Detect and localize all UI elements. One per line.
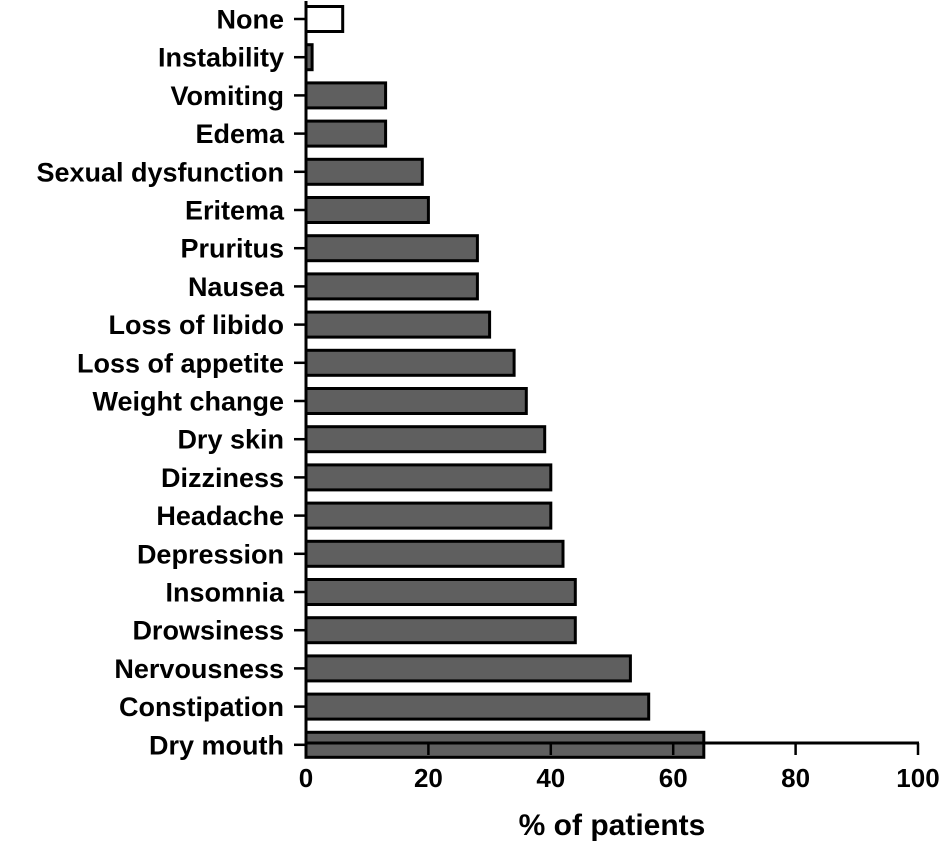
category-label-vomiting: Vomiting xyxy=(171,81,284,111)
bar-none xyxy=(304,5,345,33)
x-axis-title: % of patients xyxy=(519,809,706,842)
category-label-edema: Edema xyxy=(195,119,285,149)
x-tick-label-80: 80 xyxy=(781,763,810,793)
bar-constipation xyxy=(304,692,651,721)
bar-dry-mouth xyxy=(304,730,706,759)
category-label-nervousness: Nervousness xyxy=(114,654,284,684)
x-tick-labels: 0 20 40 60 80 100 xyxy=(299,763,940,793)
category-label-weight-change: Weight change xyxy=(92,387,284,417)
bar-sexual-dysfunction xyxy=(304,157,424,186)
category-label-loss-of-appetite: Loss of appetite xyxy=(77,348,284,378)
category-label-pruritus: Pruritus xyxy=(180,234,284,264)
axes-group xyxy=(294,1,920,755)
bar-insomnia xyxy=(304,578,577,606)
bars-group xyxy=(304,5,706,759)
bar-loss-of-appetite xyxy=(304,348,516,377)
bar-headache xyxy=(304,501,553,530)
category-label-dry-skin: Dry skin xyxy=(177,425,284,455)
category-label-instability: Instability xyxy=(158,43,284,73)
bar-depression xyxy=(304,539,565,568)
category-label-depression: Depression xyxy=(137,539,284,569)
category-label-loss-of-libido: Loss of libido xyxy=(109,310,285,340)
x-tick-label-100: 100 xyxy=(896,763,939,793)
category-label-sexual-dysfunction: Sexual dysfunction xyxy=(36,157,284,187)
category-label-insomnia: Insomnia xyxy=(165,578,285,608)
bar-vomiting xyxy=(304,81,388,110)
x-tick-label-40: 40 xyxy=(536,763,565,793)
category-label-drowsiness: Drowsiness xyxy=(132,616,284,646)
bar-nausea xyxy=(304,272,479,301)
category-label-nausea: Nausea xyxy=(188,272,285,302)
category-label-none: None xyxy=(217,5,285,35)
bar-drowsiness xyxy=(304,616,577,645)
bar-loss-of-libido xyxy=(304,310,492,339)
category-label-eritema: Eritema xyxy=(185,196,285,226)
x-tick-label-0: 0 xyxy=(299,763,313,793)
bar-edema xyxy=(304,119,388,148)
category-labels: None Instability Vomiting Edema Sexual dysfu… xyxy=(36,5,285,761)
category-label-constipation: Constipation xyxy=(119,692,284,722)
bar-dry-skin xyxy=(304,425,547,454)
x-tick-label-60: 60 xyxy=(659,763,688,793)
bar-eritema xyxy=(304,196,430,224)
bar-pruritus xyxy=(304,234,479,263)
x-tick-label-20: 20 xyxy=(414,763,443,793)
category-label-headache: Headache xyxy=(156,501,284,531)
bar-weight-change xyxy=(304,387,528,415)
bar-nervousness xyxy=(304,654,632,683)
bar-dizziness xyxy=(304,463,553,492)
category-label-dizziness: Dizziness xyxy=(161,463,284,493)
category-label-dry-mouth: Dry mouth xyxy=(149,730,284,760)
